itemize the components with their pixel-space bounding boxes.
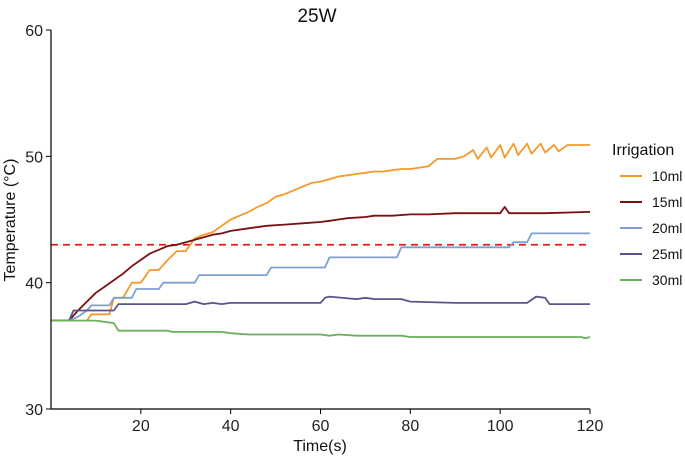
series-line-25ml [51, 295, 590, 322]
x-tick-label: 80 [401, 418, 419, 435]
y-tick-label: 50 [25, 149, 43, 166]
x-tick-label: 100 [487, 418, 514, 435]
series-line-10ml [51, 142, 590, 322]
y-tick-label: 60 [25, 23, 43, 40]
axes: 30 40 50 60 20 40 60 80 100 120 [25, 23, 603, 435]
x-tick-label: 40 [222, 418, 240, 435]
legend-label-25ml: 25ml [652, 246, 682, 262]
x-tick-label: 20 [132, 418, 150, 435]
legend-label-20ml: 20ml [652, 220, 682, 236]
x-tick-label: 60 [312, 418, 330, 435]
series-line-15ml [51, 205, 591, 322]
series-line-30ml [51, 319, 591, 340]
legend: Irrigation 10ml 15ml 20ml 25ml 30ml [612, 142, 682, 288]
legend-label-10ml: 10ml [652, 168, 682, 184]
x-tick-label: 120 [577, 418, 604, 435]
y-tick-label: 30 [25, 402, 43, 419]
plot-area [51, 142, 591, 340]
legend-label-15ml: 15ml [652, 194, 682, 210]
chart-title: 25W [297, 6, 336, 27]
legend-title: Irrigation [612, 142, 674, 159]
series-line-20ml [51, 232, 590, 322]
x-axis-title: Time(s) [293, 438, 347, 455]
y-tick-label: 40 [25, 276, 43, 293]
y-axis-title: Temperature (°C) [2, 159, 19, 282]
legend-label-30ml: 30ml [652, 272, 682, 288]
